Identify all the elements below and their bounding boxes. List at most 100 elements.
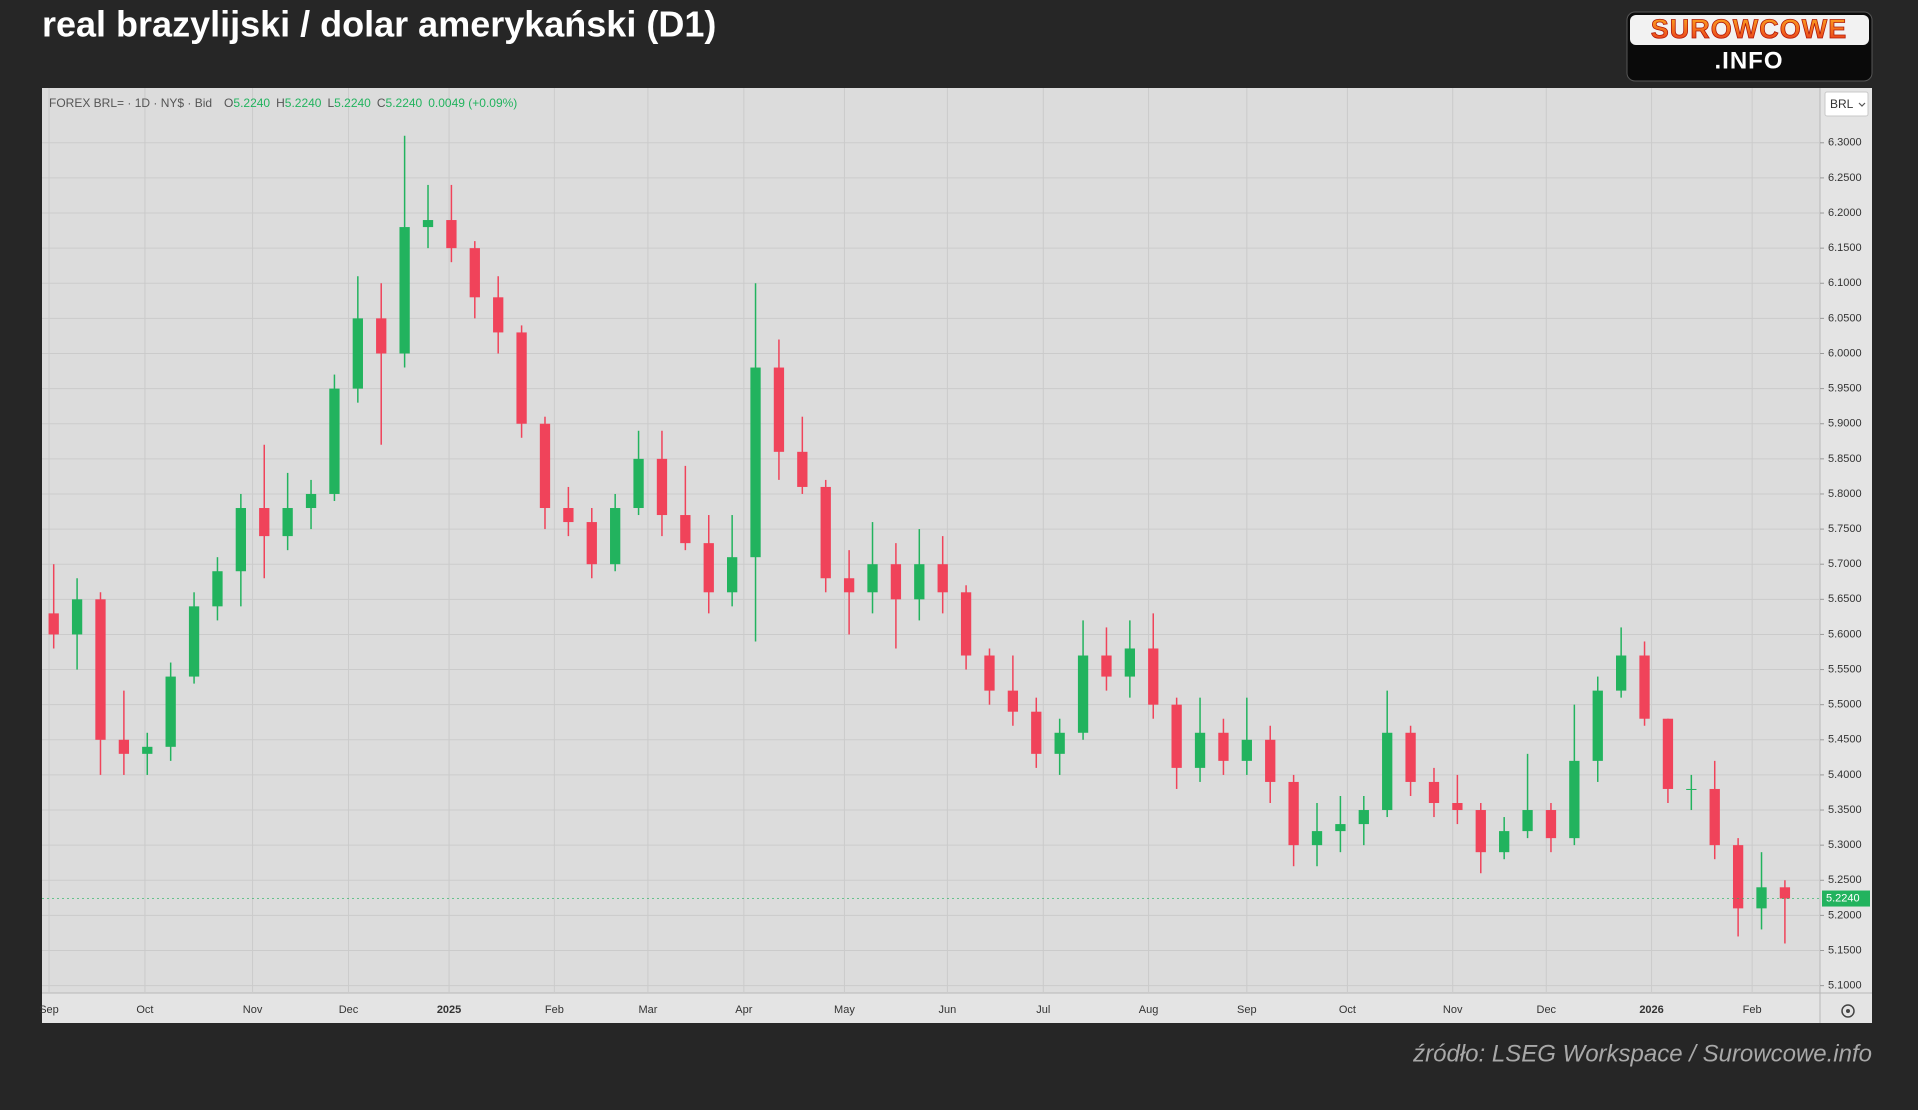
candle-body	[118, 739, 130, 754]
x-tick-label: Dec	[339, 1004, 359, 1016]
currency-button[interactable]: BRL	[1824, 91, 1869, 117]
x-tick-label: Oct	[136, 1004, 153, 1016]
candle-body	[1779, 887, 1791, 899]
y-tick-label: 5.5000	[1828, 699, 1862, 711]
currency[interactable]: BRL	[1830, 97, 1854, 111]
ohlc-value: 5.2240	[334, 96, 371, 110]
y-tick-label: 6.0000	[1828, 347, 1862, 359]
candle-body	[282, 508, 293, 537]
candle-body	[843, 578, 855, 593]
y-tick-label: 5.2500	[1828, 874, 1862, 886]
change: 0.0049 (+0.09%)	[428, 96, 517, 110]
candle-body	[188, 606, 200, 677]
candle-body	[1077, 655, 1089, 733]
candle-body	[376, 318, 387, 354]
candle-body	[1054, 732, 1065, 754]
y-tick-label: 5.2000	[1828, 909, 1862, 921]
x-tick-label: Feb	[1743, 1004, 1762, 1016]
gear-icon[interactable]	[1841, 1004, 1855, 1018]
ohlc-key: O	[224, 96, 233, 110]
x-tick-label: 2026	[1639, 1004, 1663, 1016]
y-tick-label: 5.7000	[1828, 558, 1862, 570]
candle-body	[422, 220, 434, 228]
dropdown-arrow	[1858, 102, 1866, 107]
candle-body	[867, 564, 878, 593]
y-tick-label: 5.8000	[1828, 488, 1862, 500]
candle-body	[750, 367, 761, 558]
y-tick-label: 5.6000	[1828, 628, 1862, 640]
candle-body	[1569, 760, 1580, 839]
y-tick-label: 5.4500	[1828, 734, 1862, 746]
candle-body	[165, 676, 176, 747]
ohlc-key: L	[327, 96, 334, 110]
candle-body	[1475, 810, 1486, 853]
candle-body	[1124, 648, 1136, 677]
candle-body	[1405, 732, 1416, 782]
y-tick-label: 6.3000	[1828, 137, 1862, 149]
candle-body	[493, 297, 504, 333]
x-tick-label: Nov	[1443, 1004, 1463, 1016]
candle-body	[773, 367, 785, 452]
y-tick-label: 5.5500	[1828, 663, 1862, 675]
x-tick-label: Oct	[1339, 1004, 1356, 1016]
y-tick-label: 5.1500	[1828, 944, 1862, 956]
ohlc-value: 5.2240	[233, 96, 270, 110]
last-price-label: 5.2240	[1826, 892, 1860, 904]
candle-body	[1545, 810, 1557, 839]
candle-body	[984, 655, 995, 691]
candle-body	[820, 486, 831, 579]
currency-box[interactable]	[1824, 91, 1869, 117]
candle-body	[71, 599, 83, 635]
ohlc-value: 5.2240	[386, 96, 423, 110]
candle-body	[1335, 824, 1346, 832]
candle-body	[1241, 739, 1252, 761]
candle-body	[1148, 648, 1159, 705]
candle-body	[1592, 690, 1603, 761]
candle-body	[703, 543, 714, 593]
candle-body	[1499, 831, 1510, 853]
candle-body	[960, 592, 972, 656]
x-tick-label: Mar	[638, 1004, 657, 1016]
y-tick-label: 6.1500	[1828, 242, 1862, 254]
y-tick-label: 5.3500	[1828, 804, 1862, 816]
x-tick-label: Apr	[735, 1004, 752, 1016]
candle-body	[352, 318, 363, 389]
candle-body	[1031, 711, 1042, 754]
candle-body	[1662, 718, 1674, 789]
candles	[48, 135, 1791, 944]
candle-body	[95, 599, 106, 740]
candle-body	[1709, 788, 1720, 846]
candle-body	[1101, 655, 1112, 677]
candle-body	[1265, 739, 1276, 782]
y-tick-label: 5.7500	[1828, 523, 1862, 535]
candle-body	[563, 508, 574, 523]
candle-body	[1311, 831, 1323, 846]
x-tick-label: Aug	[1139, 1004, 1159, 1016]
candle-body	[1686, 788, 1697, 790]
y-tick-label: 6.0500	[1828, 312, 1862, 324]
candle-body	[726, 557, 738, 593]
logo: SUROWCOWE .INFO	[1626, 11, 1873, 82]
x-tick-label: Nov	[243, 1004, 263, 1016]
candle-body	[797, 451, 808, 487]
logo-top: SUROWCOWE	[1651, 14, 1847, 44]
candle-body	[1358, 810, 1369, 825]
x-tick-label: Feb	[545, 1004, 564, 1016]
candle-body	[305, 493, 317, 509]
settings-button[interactable]	[1841, 1004, 1855, 1018]
price-axis	[1820, 88, 1872, 1023]
logo-band	[1630, 15, 1869, 45]
candle-body	[656, 458, 668, 516]
time-axis	[42, 993, 1872, 1023]
candle-body	[1007, 690, 1019, 712]
y-tick-label: 5.6500	[1828, 593, 1862, 605]
candle-body	[1194, 732, 1206, 768]
candle-body	[142, 746, 153, 754]
y-tick-label: 5.3000	[1828, 839, 1862, 851]
candle-body	[212, 571, 223, 607]
x-tick-label: 2025	[437, 1004, 461, 1016]
y-tick-label: 5.1000	[1828, 980, 1862, 992]
candle-body	[399, 227, 410, 354]
